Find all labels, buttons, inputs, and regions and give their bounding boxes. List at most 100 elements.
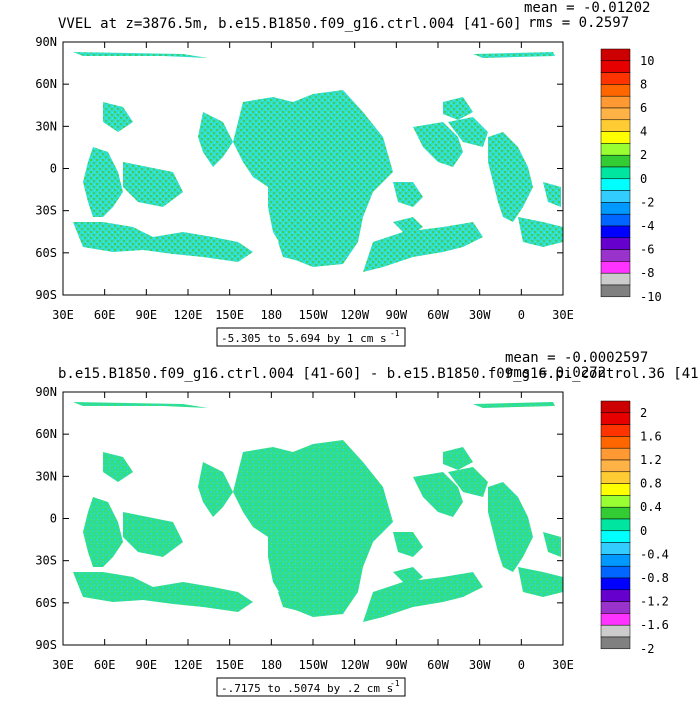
colorbar-label: 0.8: [640, 477, 662, 491]
panel-1-lon-ticks: 30E 60E 90E 120E 150E 180 150W 120W 90W 60W 30W 0 30…: [52, 42, 574, 322]
panel-2-range-text: -.7175 to .5074 by .2 cm s: [221, 682, 393, 695]
colorbar-swatch: [600, 447, 631, 461]
colorbar-swatch: [600, 589, 631, 602]
colorbar-swatch: [600, 554, 631, 567]
colorbar-swatch: [600, 530, 631, 543]
panel-2-lon-ticks: 30E 60E 90E 120E 150E 180 150W 120W 90W 60W 30W 0 30…: [52, 392, 574, 672]
colorbar-swatch: [600, 213, 631, 227]
colorbar-swatch: [600, 495, 631, 508]
panel-1-range-box: -5.305 to 5.694 by 1 cm s -1: [216, 327, 406, 347]
colorbar-swatch: [600, 178, 631, 191]
colorbar-swatch: [600, 436, 631, 449]
lon-tick-label: 30E: [52, 308, 74, 322]
panel-2-range-box: -.7175 to .5074 by .2 cm s -1: [216, 677, 406, 697]
panel-1-range-unit-sup: -1: [390, 329, 400, 338]
lat-tick-label: 90S: [35, 638, 57, 652]
lon-tick-label: 30E: [52, 658, 74, 672]
lon-tick-label: 60W: [427, 658, 449, 672]
lon-tick-label: 120W: [340, 308, 370, 322]
lat-tick-label: 60N: [35, 427, 57, 441]
lon-tick-label: 90W: [385, 658, 407, 672]
lat-tick-label: 30S: [35, 554, 57, 568]
lon-tick-label: 150W: [299, 658, 329, 672]
lon-tick-label: 90W: [385, 308, 407, 322]
lon-tick-label: 30W: [469, 308, 491, 322]
lat-tick-label: 30N: [35, 119, 57, 133]
colorbar-swatch: [600, 84, 631, 97]
colorbar-swatch: [600, 518, 631, 532]
colorbar-swatch: [600, 624, 631, 638]
colorbar-label: 1.2: [640, 453, 662, 467]
colorbar-swatch: [600, 636, 631, 650]
panel-1-map: [63, 42, 563, 295]
lat-tick-label: 0: [50, 162, 57, 176]
colorbar-swatch: [600, 261, 631, 274]
colorbar-swatch: [600, 72, 631, 85]
colorbar-label: 2: [640, 406, 647, 420]
panel-1-rms: rms = 0.2597: [528, 15, 629, 31]
colorbar-swatch: [600, 119, 631, 132]
lat-tick-label: 0: [50, 512, 57, 526]
panel-1-title: VVEL at z=3876.5m, b.e15.B1850.f09_g16.c…: [58, 16, 522, 32]
lon-tick-label: 30E: [552, 308, 574, 322]
lon-tick-label: 180: [260, 658, 282, 672]
colorbar-swatch: [600, 60, 631, 73]
panel-2-colorbar: 2 1.6 1.2 0.8 0.4 0 -0.4 -0.8 -1.2 -1.6 -2: [600, 400, 669, 656]
panel-1-mean: mean = -0.01202: [524, 0, 650, 16]
lon-tick-label: 150E: [215, 658, 244, 672]
panel-1-colorbar: 10 8 6 4 2 0 -2 -4 -6 -8 -10: [600, 48, 662, 304]
colorbar-swatch: [600, 225, 631, 239]
colorbar-swatch: [600, 154, 631, 168]
colorbar-swatch: [600, 143, 631, 156]
colorbar-swatch: [600, 166, 631, 180]
lon-tick-label: 60W: [427, 308, 449, 322]
lon-tick-label: 120E: [174, 658, 203, 672]
panel-2-title: b.e15.B1850.f09_g16.ctrl.004 [41-60] - b…: [58, 366, 700, 382]
colorbar-swatch: [600, 107, 631, 121]
colorbar-swatch: [600, 471, 631, 484]
colorbar-swatch: [600, 284, 631, 298]
panel-1: VVEL at z=3876.5m, b.e15.B1850.f09_g16.c…: [35, 0, 662, 347]
lon-tick-label: 30E: [552, 658, 574, 672]
lat-tick-label: 60N: [35, 77, 57, 91]
colorbar-label: 10: [640, 54, 654, 68]
colorbar-swatch: [600, 400, 631, 414]
lat-tick-label: 60S: [35, 246, 57, 260]
colorbar-label: -4: [640, 219, 654, 233]
panel-2-lat-ticks: 90N 60N 30N 0 30S 60S 90S: [35, 385, 563, 652]
lat-tick-label: 30S: [35, 204, 57, 218]
panel-2-mean: mean = -0.0002597: [505, 350, 648, 366]
panel-2-rms: rms = 0.0272: [505, 365, 606, 381]
lon-tick-label: 60E: [94, 658, 116, 672]
colorbar-swatch: [600, 95, 631, 109]
colorbar-label: -0.8: [640, 571, 669, 585]
colorbar-label: -1.6: [640, 618, 669, 632]
lat-tick-label: 30N: [35, 469, 57, 483]
colorbar-swatch: [600, 565, 631, 579]
colorbar-label: -6: [640, 243, 654, 257]
lon-tick-label: 90E: [135, 658, 157, 672]
colorbar-label: 8: [640, 77, 647, 91]
colorbar-label: 6: [640, 101, 647, 115]
colorbar-swatch: [600, 249, 631, 262]
colorbar-swatch: [600, 506, 631, 520]
lat-tick-label: 90S: [35, 288, 57, 302]
colorbar-label: -10: [640, 290, 662, 304]
colorbar-swatch: [600, 190, 631, 203]
colorbar-swatch: [600, 459, 631, 473]
colorbar-swatch: [600, 601, 631, 614]
colorbar-swatch: [600, 613, 631, 626]
colorbar-label: -8: [640, 266, 654, 280]
panel-1-lat-ticks: 90N 60N 30N 0 30S 60S 90S: [35, 35, 563, 302]
colorbar-label: 1.6: [640, 429, 662, 443]
colorbar-label: -1.2: [640, 595, 669, 609]
lon-tick-label: 0: [518, 308, 525, 322]
colorbar-swatch: [600, 272, 631, 286]
lon-tick-label: 120E: [174, 308, 203, 322]
panel-1-range-text: -5.305 to 5.694 by 1 cm s: [221, 332, 387, 345]
colorbar-label: 2: [640, 148, 647, 162]
panel-2: b.e15.B1850.f09_g16.ctrl.004 [41-60] - b…: [35, 350, 700, 697]
colorbar-label: -2: [640, 195, 654, 209]
colorbar-label: 0: [640, 524, 647, 538]
